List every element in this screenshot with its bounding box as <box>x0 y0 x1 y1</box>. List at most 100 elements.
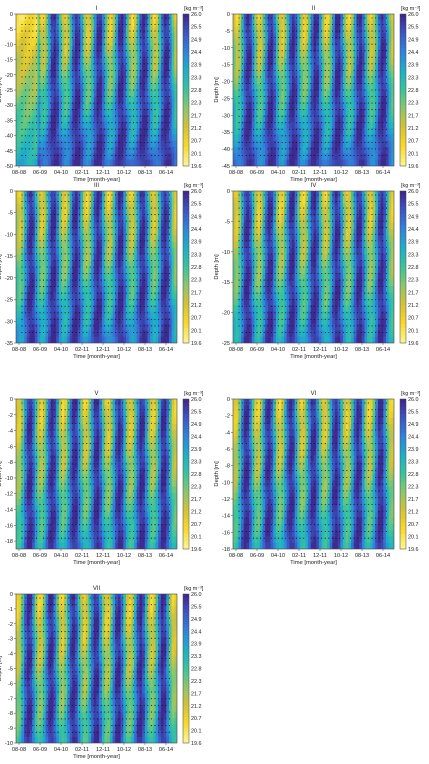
heatmap-cell <box>37 222 41 230</box>
heatmap-cell <box>289 153 293 161</box>
sample-dot <box>96 50 99 52</box>
heatmap-cell <box>340 14 344 21</box>
heatmap-cell <box>292 102 296 110</box>
heatmap-cell <box>104 147 108 154</box>
heatmap-cell <box>58 159 63 166</box>
sample-dot <box>252 115 254 117</box>
sample-dot <box>78 122 81 124</box>
heatmap-cell <box>174 83 177 91</box>
sample-dot <box>165 122 167 124</box>
sample-dot <box>89 17 91 19</box>
sample-dot <box>263 82 265 85</box>
sample-dot <box>82 56 84 58</box>
panel-title: II <box>312 6 316 12</box>
heatmap-cell <box>16 330 20 338</box>
y-axis-label: Depth [m] <box>0 77 3 103</box>
sample-dot <box>378 63 380 65</box>
heatmap-cell <box>136 83 141 91</box>
heatmap-cell <box>308 115 312 123</box>
sample-dot <box>28 115 30 117</box>
heatmap-cell <box>112 128 116 135</box>
heatmap-cell <box>29 292 33 300</box>
sample-dot <box>339 148 341 150</box>
heatmap-cell <box>104 39 108 47</box>
heatmap-cell <box>131 39 135 47</box>
sample-dot <box>245 63 247 65</box>
sample-dot <box>238 43 240 45</box>
heatmap-cell <box>77 26 81 34</box>
sample-dot <box>32 95 34 98</box>
sample-dot <box>310 56 312 58</box>
heatmap-cell <box>88 58 92 66</box>
heatmap-cell <box>324 52 328 59</box>
heatmap-cell <box>270 77 274 85</box>
heatmap-cell <box>334 20 339 28</box>
heatmap-cell <box>136 14 141 21</box>
sample-dot <box>321 148 323 150</box>
heatmap-cell <box>115 134 119 142</box>
heatmap-cell <box>294 14 298 21</box>
sample-dot <box>328 50 330 52</box>
sample-dot <box>310 95 312 98</box>
heatmap-cell <box>139 102 143 110</box>
sample-dot <box>382 69 384 71</box>
heatmap-cell <box>278 71 282 78</box>
colorbar-segment <box>183 97 189 102</box>
heatmap-cell <box>345 83 349 91</box>
heatmap-cell <box>107 128 111 135</box>
sample-dot <box>310 50 312 52</box>
heatmap-cell <box>134 58 138 66</box>
sample-dot <box>328 135 330 137</box>
sample-dot <box>78 148 81 150</box>
sample-dot <box>161 128 163 130</box>
heatmap-cell <box>310 96 315 104</box>
sample-dot <box>324 135 326 137</box>
heatmap-cell <box>61 83 65 91</box>
heatmap-cell <box>155 128 159 135</box>
heatmap-cell <box>292 115 296 123</box>
sample-dot <box>25 148 27 150</box>
sample-dot <box>93 154 95 157</box>
sample-dot <box>292 23 294 26</box>
sample-dot <box>132 115 135 117</box>
heatmap-cell <box>359 14 363 21</box>
sample-dot <box>86 17 88 19</box>
sample-dot <box>28 109 30 111</box>
sample-dot <box>71 122 73 124</box>
heatmap-cell <box>340 159 344 166</box>
heatmap-cell <box>273 96 277 104</box>
heatmap-cell <box>155 109 159 116</box>
heatmap-cell <box>80 71 84 78</box>
heatmap-cell <box>289 39 293 47</box>
heatmap-cell <box>29 96 33 104</box>
heatmap-cell <box>69 14 73 21</box>
heatmap-cell <box>72 45 76 53</box>
heatmap-cell <box>66 109 71 116</box>
sample-dot <box>382 95 384 98</box>
sample-dot <box>39 148 41 150</box>
sample-dot <box>25 37 27 39</box>
sample-dot <box>28 43 30 45</box>
sample-dot <box>93 56 95 58</box>
heatmap-cell <box>375 109 379 116</box>
heatmap-cell <box>50 121 55 129</box>
heatmap-cell <box>83 96 87 104</box>
heatmap-cell <box>275 102 280 110</box>
heatmap-cell <box>147 102 151 110</box>
heatmap-cell <box>40 235 44 243</box>
x-tick-label: 08-08 <box>229 170 243 176</box>
heatmap-cell <box>56 52 60 59</box>
heatmap-cell <box>348 121 352 129</box>
sample-dot <box>32 109 34 111</box>
heatmap-cell <box>267 58 272 66</box>
colorbar-segment <box>400 14 406 19</box>
sample-dot <box>161 50 163 52</box>
sample-dot <box>168 102 170 104</box>
sample-dot <box>43 154 45 157</box>
sample-dot <box>28 95 30 98</box>
sample-dot <box>375 43 377 45</box>
heatmap-cell <box>351 134 355 142</box>
heatmap-cell <box>56 39 60 47</box>
sample-dot <box>285 95 287 98</box>
heatmap-cell <box>72 96 76 104</box>
